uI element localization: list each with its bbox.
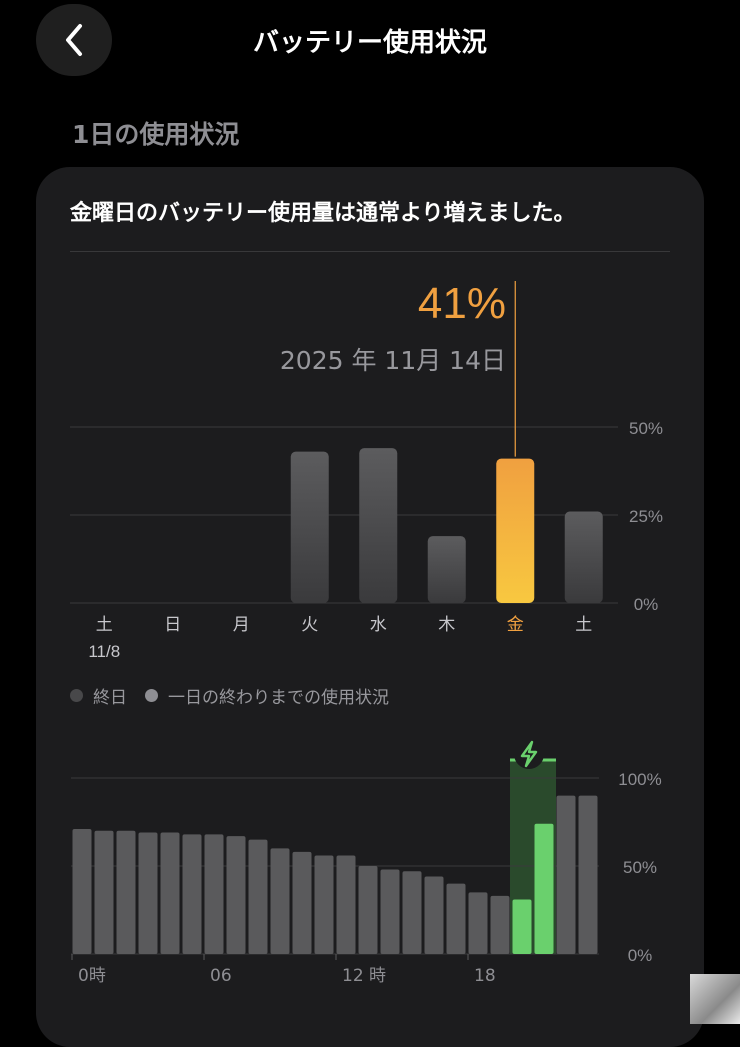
lightning-bolt-icon-bg <box>514 739 544 769</box>
charging-bar <box>512 899 532 954</box>
bar <box>424 876 444 954</box>
selected-bar <box>496 458 535 603</box>
bar <box>248 839 268 954</box>
charging-bar <box>534 823 554 954</box>
legend-dot <box>145 689 158 702</box>
bar <box>402 871 422 954</box>
x-tick-label: 0時 <box>78 966 106 986</box>
x-tick-label: 12 時 <box>342 966 386 986</box>
x-tick-label: 18 <box>474 966 496 986</box>
bar <box>556 795 576 954</box>
bar <box>160 832 180 954</box>
x-tick-label: 土 <box>96 615 113 635</box>
x-tick-label: 水 <box>370 615 387 635</box>
bar <box>94 830 114 954</box>
legend-dot <box>70 689 83 702</box>
bar <box>564 511 603 603</box>
hourly-battery-chart[interactable]: 0% 50% 100% 0時 06 12 時 18 <box>36 167 704 1047</box>
x-tick-label: 月 <box>233 615 250 635</box>
bar <box>116 830 136 954</box>
x-tick-label: 木 <box>438 615 455 635</box>
x-tick-label: 火 <box>301 615 318 635</box>
divider <box>70 251 670 252</box>
y-tick-label: 50% <box>623 858 657 877</box>
back-button[interactable] <box>36 4 112 76</box>
bar <box>314 855 334 954</box>
bar <box>446 883 466 954</box>
page-title: バッテリー使用状況 <box>252 28 487 58</box>
legend-item-end-of-day: 一日の終わりまでの使用状況 <box>145 683 389 708</box>
y-tick-label: 0% <box>628 946 653 965</box>
y-tick-label: 100% <box>618 770 661 789</box>
lightning-bolt-icon <box>520 740 538 768</box>
bar <box>427 536 466 603</box>
bar <box>336 855 356 954</box>
y-tick-label: 50% <box>629 419 663 438</box>
x-tick-label: 06 <box>210 966 232 986</box>
legend-item-all-day: 終日 <box>70 683 127 708</box>
x-tick-label: 日 <box>164 615 181 635</box>
bar <box>292 851 312 954</box>
bar <box>490 895 510 954</box>
daily-usage-chart[interactable]: 0% 25% 50% 土 11/8 日 月 火 水 木 金 土 <box>36 167 704 667</box>
bar <box>270 848 290 954</box>
bar <box>182 834 202 954</box>
bar <box>138 832 158 954</box>
selected-percent: 41% <box>417 279 506 328</box>
bar <box>468 892 488 954</box>
legend-label: 終日 <box>93 688 127 708</box>
bar <box>380 869 400 954</box>
bar <box>226 836 246 954</box>
legend-label: 一日の終わりまでの使用状況 <box>168 688 389 708</box>
x-tick-label: 金 <box>507 615 524 635</box>
image-thumbnail[interactable] <box>690 974 740 1024</box>
bar <box>290 451 329 603</box>
selected-date: 2025 年 11月 14日 <box>279 346 506 375</box>
chevron-left-icon <box>66 24 82 56</box>
bar <box>578 795 598 954</box>
bar <box>72 829 92 954</box>
bar <box>358 866 378 954</box>
y-tick-label: 0% <box>634 595 659 614</box>
usage-headline: 金曜日のバッテリー使用量は通常より増えました。 <box>70 201 576 226</box>
legend: 終日 一日の終わりまでの使用状況 <box>70 683 399 708</box>
x-sub-label: 11/8 <box>88 642 120 661</box>
usage-card: 金曜日のバッテリー使用量は通常より増えました。 41% 2025 年 11月 1… <box>36 167 704 1047</box>
bar <box>359 448 398 603</box>
x-tick-label: 土 <box>575 615 592 635</box>
section-title: 1日の使用状況 <box>72 120 240 149</box>
bar <box>204 834 224 954</box>
y-tick-label: 25% <box>629 507 663 526</box>
